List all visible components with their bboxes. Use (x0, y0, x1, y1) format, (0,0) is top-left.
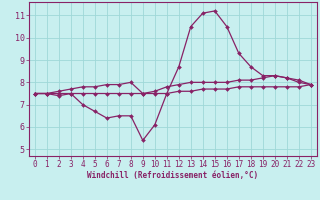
X-axis label: Windchill (Refroidissement éolien,°C): Windchill (Refroidissement éolien,°C) (87, 171, 258, 180)
